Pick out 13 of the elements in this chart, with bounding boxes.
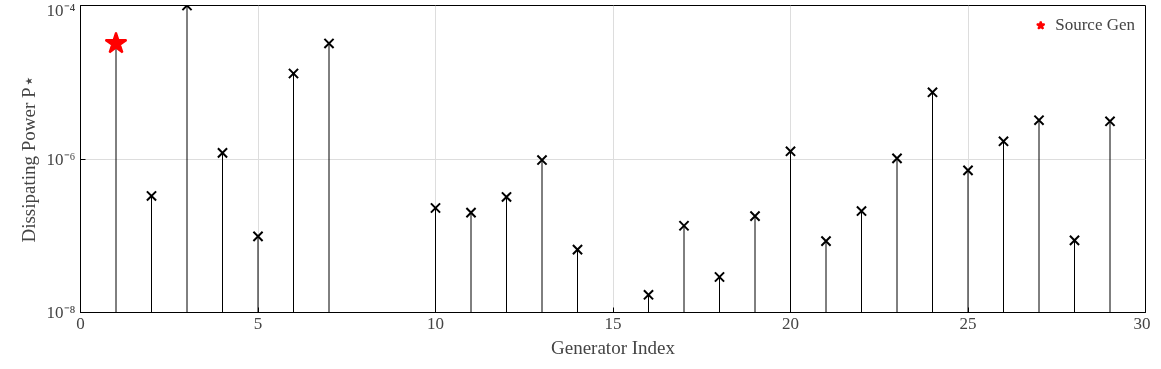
x-tick-label: 5 [253, 313, 263, 333]
y-tick-label: 10⁻⁴ [46, 0, 76, 20]
x-tick-label: 30 [1133, 313, 1151, 333]
legend-label: Source Gen [1055, 15, 1135, 35]
x-tick-label: 15 [604, 313, 622, 333]
x-tick-label: 20 [782, 313, 799, 333]
x-tick-label: 0 [76, 313, 85, 333]
x-tick-label: 25 [959, 313, 977, 333]
x-tick-label: 10 [427, 313, 444, 333]
x-axis-title: Generator Index [551, 336, 676, 358]
y-tick-label: 10⁻⁸ [46, 303, 76, 322]
y-tick-label: 10⁻⁶ [46, 149, 76, 169]
y-axis-title: Dissipating Power P⋆ [17, 75, 39, 243]
